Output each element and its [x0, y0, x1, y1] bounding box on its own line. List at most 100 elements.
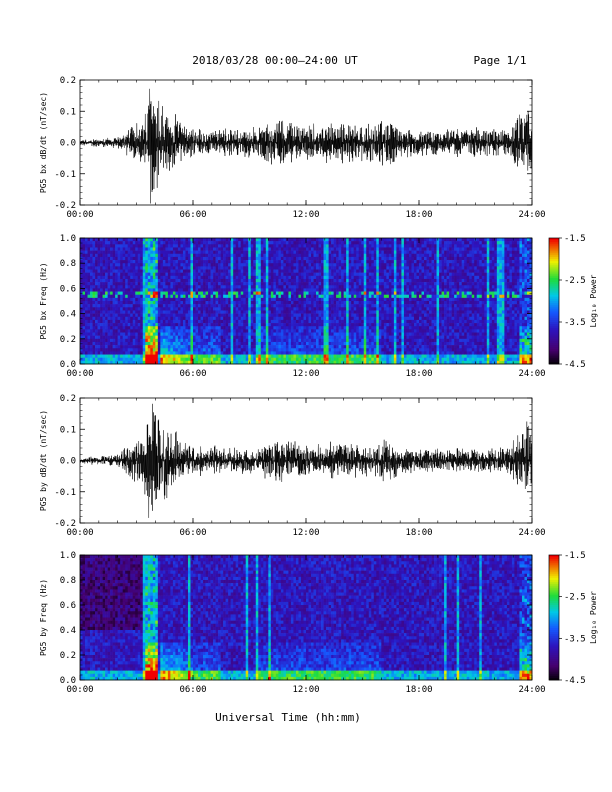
heat-cell [238, 272, 242, 277]
heat-cell [185, 354, 189, 358]
heat-cell [150, 310, 154, 314]
heat-cell [102, 338, 106, 343]
heat-cell [130, 360, 134, 365]
heat-cell [348, 247, 352, 251]
heat-cell [137, 335, 141, 340]
heat-cell [343, 357, 347, 362]
heat-cell [205, 275, 209, 280]
heat-cell [338, 329, 342, 333]
heat-cell [290, 313, 294, 318]
heat-cell [160, 275, 164, 280]
heat-cell [213, 301, 216, 305]
heat-cell [80, 307, 83, 311]
heat-cell [321, 263, 324, 267]
heat-cell [331, 332, 334, 336]
heat-cell [373, 360, 377, 365]
heat-cell [147, 285, 151, 289]
heat-cell [137, 326, 141, 330]
heat-cell [85, 238, 88, 242]
heat-cell [295, 307, 299, 311]
heat-cell [87, 260, 91, 264]
heat-cell [200, 326, 204, 330]
heat-cell [331, 341, 334, 346]
heat-cell [346, 351, 349, 355]
heat-cell [117, 360, 121, 365]
heat-cell [112, 285, 116, 289]
heat-cell [250, 319, 254, 324]
heat-cell [336, 256, 339, 261]
heat-cell [268, 360, 272, 365]
heat-cell [280, 288, 284, 292]
heat-cell [378, 357, 382, 362]
heat-cell [233, 275, 236, 280]
heat-cell [107, 269, 111, 273]
heat-cell [341, 316, 344, 321]
heat-cell [215, 238, 219, 242]
heat-cell [363, 357, 367, 362]
heat-cell [265, 238, 269, 242]
heat-cell [268, 272, 272, 277]
heat-cell [220, 288, 224, 292]
heat-cell [366, 338, 370, 343]
heat-cell [117, 319, 121, 324]
heat-cell [185, 253, 189, 258]
heat-cell [346, 260, 349, 264]
heat-cell [175, 313, 179, 318]
heat-cell [92, 341, 96, 346]
heat-cell [303, 253, 307, 258]
panel-1: 00:00 06:00 12:00 18:00 24:000.20.10.0-0.1-0… [39, 76, 546, 220]
heat-cell [203, 238, 206, 242]
heat-cell [255, 247, 259, 251]
heat-cell [308, 297, 312, 302]
heat-cell [248, 275, 252, 280]
heat-cell [175, 238, 179, 242]
heat-cell [122, 291, 126, 295]
heat-cell [107, 247, 111, 251]
heat-cell [306, 250, 309, 255]
heat-cell [122, 323, 126, 327]
heat-cell [172, 323, 176, 327]
heat-cell [155, 341, 159, 346]
heat-cell [373, 288, 377, 292]
heat-cell [80, 263, 83, 267]
heat-cell [333, 310, 337, 314]
heat-cell [303, 319, 307, 324]
heat-cell [100, 288, 103, 292]
heat-cell [361, 335, 365, 340]
heat-cell [200, 348, 204, 352]
heat-cell [311, 266, 314, 270]
heat-cell [316, 244, 319, 248]
heat-cell [363, 310, 367, 314]
heat-cell [326, 351, 329, 355]
heat-cell [338, 319, 342, 324]
heat-cell [105, 256, 108, 261]
heat-cell [215, 278, 219, 283]
heat-cell [328, 285, 332, 289]
heat-cell [112, 348, 116, 352]
heat-cell [300, 260, 304, 264]
heat-cell [333, 341, 337, 346]
heat-cell [361, 316, 365, 321]
heat-cell [341, 244, 344, 248]
heat-cell [92, 360, 96, 365]
heat-cell [331, 272, 334, 277]
heat-cell [250, 266, 254, 270]
heat-cell [210, 266, 214, 270]
heat-cell [155, 297, 159, 302]
heat-cell [82, 260, 86, 264]
x-tick-label: 12:00 [292, 210, 319, 220]
heat-cell [298, 335, 302, 340]
heat-cell [343, 319, 347, 324]
heat-cell [298, 278, 302, 283]
heat-cell [193, 294, 196, 299]
heat-cell [215, 263, 219, 267]
heat-cell [97, 310, 101, 314]
heat-cell [135, 256, 139, 261]
heat-cell [361, 272, 365, 277]
heat-cell [313, 282, 317, 286]
heat-cell [190, 301, 194, 305]
heat-cell [240, 260, 244, 264]
heat-cell [275, 282, 279, 286]
heat-cell [150, 297, 154, 302]
heat-cell [263, 301, 267, 305]
